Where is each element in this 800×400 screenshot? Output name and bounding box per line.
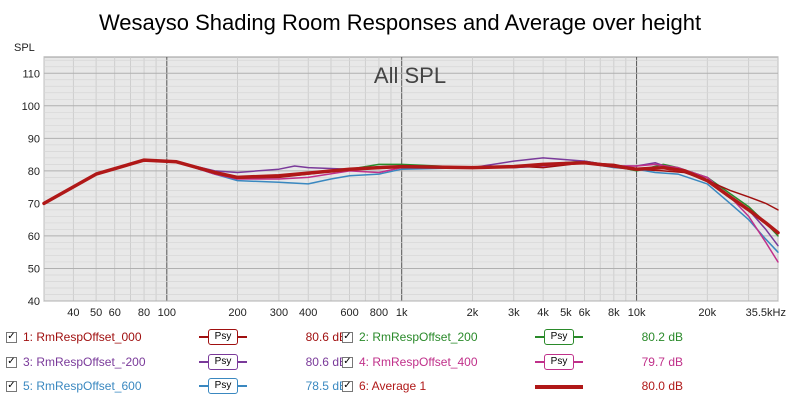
legend-label: 2: RmRespOffset_200 bbox=[359, 330, 478, 344]
legend-label: 5: RmRespOffset_600 bbox=[23, 379, 142, 393]
legend-value: 80.0 dB bbox=[641, 379, 683, 393]
y-tick-label: 110 bbox=[22, 68, 40, 80]
checkbox[interactable]: ✓ bbox=[342, 331, 353, 343]
x-tick-label: 8k bbox=[608, 307, 620, 319]
legend-value: 80.6 dB bbox=[305, 330, 347, 344]
checkbox[interactable]: ✓ bbox=[342, 356, 353, 368]
plot-background bbox=[43, 56, 779, 302]
legend-value: 80.6 dB bbox=[305, 355, 347, 369]
legend-item[interactable]: ✓ 6: Average 1 80.0 dB bbox=[342, 376, 683, 396]
psy-line-swatch[interactable]: Psy bbox=[199, 354, 247, 370]
psy-line-swatch[interactable]: Psy bbox=[535, 354, 583, 370]
checkbox[interactable]: ✓ bbox=[342, 380, 353, 392]
x-tick-label: 3k bbox=[508, 307, 520, 319]
psy-line-swatch[interactable]: Psy bbox=[199, 378, 247, 394]
spl-chart: Wesayso Shading Room Responses and Avera… bbox=[14, 10, 786, 319]
series-line bbox=[42, 158, 780, 235]
y-tick-label: 80 bbox=[28, 166, 40, 178]
y-tick-label: 60 bbox=[28, 231, 40, 243]
x-tick-label: 300 bbox=[270, 307, 288, 319]
y-tick-label: 70 bbox=[28, 198, 40, 210]
x-tick-label: 2k bbox=[467, 307, 479, 319]
legend-item[interactable]: ✓ 2: RmRespOffset_200 Psy 80.2 dB bbox=[342, 327, 683, 347]
x-tick-label: 35.5kHz bbox=[746, 307, 786, 319]
x-tick-label: 40 bbox=[67, 307, 79, 319]
x-tick-label: 600 bbox=[340, 307, 358, 319]
chart-title: Wesayso Shading Room Responses and Avera… bbox=[99, 10, 701, 35]
x-tick-label: 5k bbox=[560, 307, 572, 319]
legend-value: 79.7 dB bbox=[641, 355, 683, 369]
y-tick-label: 100 bbox=[22, 101, 40, 113]
x-tick-label: 400 bbox=[299, 307, 317, 319]
y-tick-label: 40 bbox=[28, 296, 40, 308]
legend-value: 80.2 dB bbox=[641, 330, 683, 344]
chart-annotation: All SPL bbox=[374, 63, 446, 88]
x-tick-label: 200 bbox=[228, 307, 246, 319]
checkbox[interactable]: ✓ bbox=[6, 380, 17, 392]
x-tick-label: 4k bbox=[537, 307, 549, 319]
x-tick-label: 50 bbox=[90, 307, 102, 319]
x-tick-label: 1k bbox=[396, 307, 408, 319]
legend-label: 4: RmRespOffset_400 bbox=[359, 355, 478, 369]
plot-area: 40 50 60 70 80 90 100 110 40 50 60 80 100 200 300 400 60… bbox=[22, 56, 786, 319]
x-tick-label: 10k bbox=[628, 307, 646, 319]
legend: ✓ 1: RmRespOffset_000 Psy 80.6 dB ✓ 2: R… bbox=[0, 324, 800, 400]
legend-item[interactable]: ✓ 5: RmRespOffset_600 Psy 78.5 dB bbox=[6, 376, 347, 396]
x-tick-label: 6k bbox=[579, 307, 591, 319]
y-tick-label: 90 bbox=[28, 133, 40, 145]
legend-value: 78.5 dB bbox=[305, 379, 347, 393]
legend-item[interactable]: ✓ 1: RmRespOffset_000 Psy 80.6 dB bbox=[6, 327, 347, 347]
average-line-swatch[interactable] bbox=[535, 384, 583, 389]
psy-button[interactable]: Psy bbox=[544, 354, 574, 370]
x-tick-label: 800 bbox=[370, 307, 388, 319]
psy-button[interactable]: Psy bbox=[208, 329, 238, 345]
checkbox[interactable]: ✓ bbox=[6, 331, 17, 343]
x-tick-label: 100 bbox=[158, 307, 176, 319]
legend-item[interactable]: ✓ 4: RmRespOffset_400 Psy 79.7 dB bbox=[342, 352, 683, 372]
psy-button[interactable]: Psy bbox=[208, 378, 238, 394]
psy-line-swatch[interactable]: Psy bbox=[199, 329, 247, 345]
x-tick-label: 80 bbox=[138, 307, 150, 319]
y-axis-label: SPL bbox=[14, 42, 35, 54]
y-tick-label: 50 bbox=[28, 263, 40, 275]
psy-button[interactable]: Psy bbox=[208, 354, 238, 370]
psy-button[interactable]: Psy bbox=[544, 329, 574, 345]
legend-label: 1: RmRespOffset_000 bbox=[23, 330, 142, 344]
legend-label: 3: RmRespOffset_-200 bbox=[23, 355, 146, 369]
legend-label: 6: Average 1 bbox=[359, 379, 427, 393]
x-tick-label: 60 bbox=[109, 307, 121, 319]
legend-item[interactable]: ✓ 3: RmRespOffset_-200 Psy 80.6 dB bbox=[6, 352, 347, 372]
checkbox[interactable]: ✓ bbox=[6, 356, 17, 368]
psy-line-swatch[interactable]: Psy bbox=[535, 329, 583, 345]
x-tick-label: 20k bbox=[698, 307, 716, 319]
